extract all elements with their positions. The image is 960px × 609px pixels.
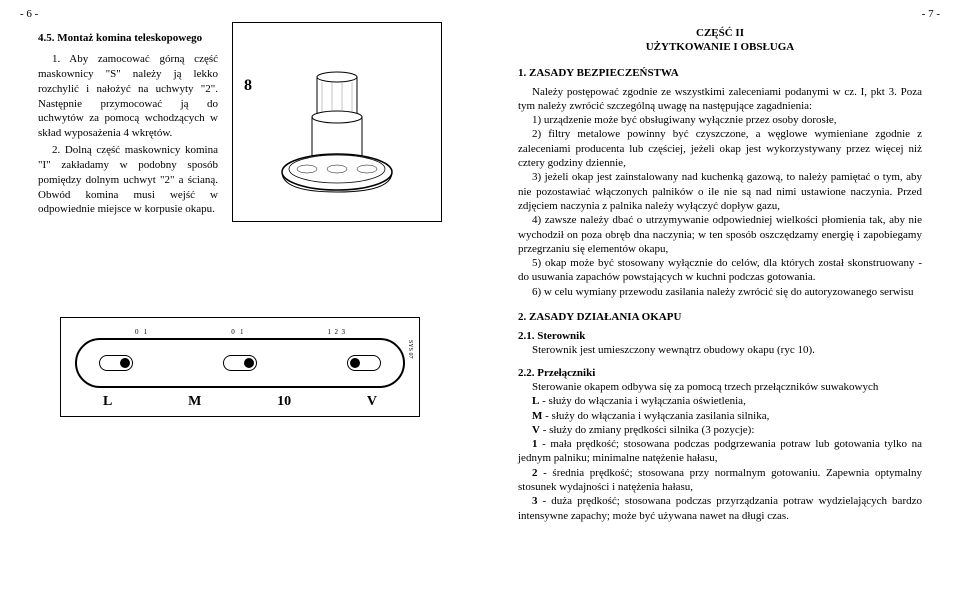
- left-column-text: 4.5. Montaż komina teleskopowego 1. Aby …: [38, 22, 218, 222]
- switch-m: [223, 355, 257, 371]
- switch-desc-l: L - służy do włączania i wyłączania oświ…: [518, 394, 922, 408]
- text-2-2-intro: Sterowanie okapem odbywa się za pomocą t…: [518, 380, 922, 394]
- sys-label: SYS 07: [407, 340, 413, 359]
- sw-l-labels: 0 1: [135, 328, 147, 336]
- chimney-illustration: 8: [262, 57, 412, 187]
- label-10: 10: [277, 394, 291, 410]
- switch-desc-v: V - służy do zmiany prędkości silnika (3…: [518, 423, 922, 437]
- safety-intro: Należy postępować zgodnie ze wszystkimi …: [518, 85, 922, 114]
- heading-2-1: 2.1. Sterownik: [518, 329, 922, 343]
- switch-desc-m: M - służy do włączania i wyłączania zasi…: [518, 409, 922, 423]
- safety-1: 1) urządzenie może być obsługiwany wyłąc…: [518, 113, 922, 127]
- safety-6: 6) w celu wymiany przewodu zasilania nal…: [518, 285, 922, 299]
- safety-5: 5) okap może być stosowany wyłącznie do …: [518, 256, 922, 285]
- figure-10-box: 0 1 0 1 1 2 3 L M 10 V SYS 07: [60, 317, 420, 417]
- page-number-right: - 7 -: [922, 8, 940, 20]
- heading-2-2: 2.2. Przełączniki: [518, 366, 922, 380]
- heading-4-5: 4.5. Montaż komina teleskopowego: [38, 32, 218, 44]
- speed-2: 2 - średnia prędkość; stosowana przy nor…: [518, 466, 922, 495]
- figure-8-box: 8: [232, 22, 442, 222]
- heading-operation: 2. ZASADY DZIAŁANIA OKAPU: [518, 311, 922, 323]
- page-left: - 6 - 4.5. Montaż komina teleskopowego 1…: [0, 0, 480, 609]
- safety-3: 3) jeżeli okap jest zainstalowany nad ku…: [518, 170, 922, 213]
- safety-4: 4) zawsze należy dbać o utrzymywanie odp…: [518, 213, 922, 256]
- control-panel: [75, 338, 405, 388]
- part-ii-title: CZĘŚĆ II UŻYTKOWANIE I OBSŁUGA: [518, 26, 922, 55]
- chimney-svg: [262, 57, 412, 207]
- safety-2: 2) filtry metalowe powinny być czyszczon…: [518, 127, 922, 170]
- para-2: 2. Dolną część maskownicy komina "I" zak…: [38, 143, 218, 217]
- heading-safety: 1. ZASADY BEZPIECZEŃSTWA: [518, 67, 922, 79]
- panel-labels: L M 10 V: [75, 394, 405, 410]
- page-number-left: - 6 -: [20, 8, 38, 20]
- page-right: - 7 - CZĘŚĆ II UŻYTKOWANIE I OBSŁUGA 1. …: [480, 0, 960, 609]
- sw-v-labels: 1 2 3: [328, 328, 346, 336]
- sw-m-labels: 0 1: [231, 328, 243, 336]
- para-1: 1. Aby zamocować górną część maskownicy …: [38, 52, 218, 141]
- speed-1: 1 - mała prędkość; stosowana podczas pod…: [518, 437, 922, 466]
- label-v: V: [367, 394, 377, 410]
- switch-v: [347, 355, 381, 371]
- text-2-1: Sterownik jest umieszczony wewnątrz obud…: [518, 343, 922, 357]
- label-l: L: [103, 394, 112, 410]
- switch-l: [99, 355, 133, 371]
- label-m: M: [188, 394, 201, 410]
- speed-3: 3 - duża prędkość; stosowana podczas prz…: [518, 494, 922, 523]
- figure-label-8: 8: [244, 77, 252, 95]
